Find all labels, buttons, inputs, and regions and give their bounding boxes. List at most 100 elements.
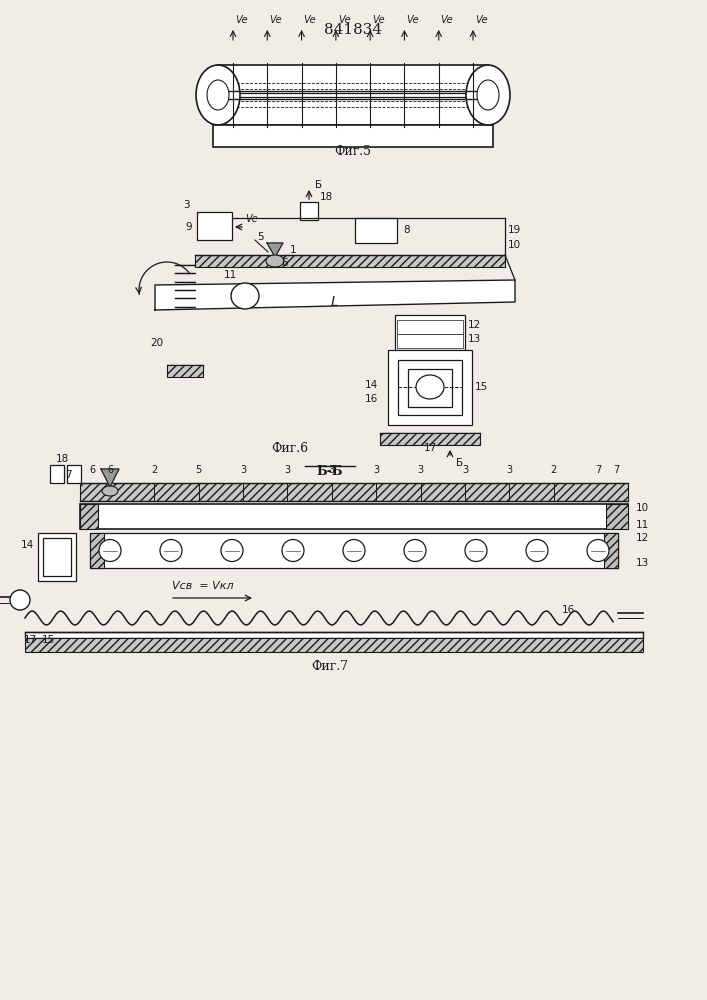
Ellipse shape: [282, 540, 304, 562]
Bar: [213, 125, 493, 147]
Text: 15: 15: [42, 635, 54, 645]
Text: 8: 8: [403, 225, 409, 235]
Text: 12: 12: [468, 320, 481, 330]
Ellipse shape: [587, 540, 609, 562]
Text: Б: Б: [456, 458, 463, 468]
Text: 14: 14: [365, 380, 378, 390]
Text: 5: 5: [257, 232, 264, 242]
Text: 9: 9: [185, 222, 192, 232]
Text: Б-Б: Б-Б: [317, 465, 344, 478]
Ellipse shape: [404, 540, 426, 562]
Ellipse shape: [477, 80, 499, 110]
Text: L: L: [331, 295, 339, 309]
Bar: [398, 360, 462, 415]
Bar: [80, 504, 98, 529]
Text: Vе: Vе: [372, 15, 385, 25]
Bar: [218, 65, 488, 125]
Text: 3: 3: [329, 465, 335, 475]
Text: 11: 11: [223, 270, 237, 280]
Text: Б: Б: [315, 180, 322, 190]
Bar: [67, 465, 81, 483]
Ellipse shape: [160, 540, 182, 562]
Ellipse shape: [343, 540, 365, 562]
Text: 7: 7: [64, 470, 71, 480]
Bar: [388, 350, 472, 425]
Text: 10: 10: [636, 503, 649, 513]
Ellipse shape: [10, 590, 30, 610]
Bar: [408, 369, 452, 407]
Ellipse shape: [99, 540, 121, 562]
Bar: [38, 533, 76, 581]
Text: 3: 3: [417, 465, 423, 475]
Text: 5: 5: [196, 465, 202, 475]
Text: Vе: Vе: [269, 15, 282, 25]
Text: 12: 12: [636, 533, 649, 543]
Text: 3: 3: [240, 465, 246, 475]
Bar: [380, 433, 480, 445]
Bar: [300, 202, 318, 220]
Text: 3: 3: [462, 465, 468, 475]
Bar: [395, 315, 465, 350]
Text: 17: 17: [423, 443, 437, 453]
Text: 16: 16: [561, 605, 575, 615]
Ellipse shape: [526, 540, 548, 562]
Text: 14: 14: [21, 540, 34, 550]
Ellipse shape: [231, 283, 259, 309]
Text: Фиг.5: Фиг.5: [334, 145, 371, 158]
Text: 2: 2: [551, 465, 556, 475]
Text: Vе: Vе: [338, 15, 351, 25]
Polygon shape: [267, 243, 283, 257]
Bar: [80, 483, 628, 501]
Text: 3: 3: [284, 465, 291, 475]
Bar: [397, 334, 463, 348]
Bar: [50, 465, 64, 483]
Text: 3: 3: [506, 465, 513, 475]
Text: 11: 11: [636, 520, 649, 530]
Bar: [606, 504, 628, 529]
Bar: [90, 533, 618, 568]
Text: 7: 7: [595, 465, 601, 475]
Bar: [90, 533, 104, 568]
Polygon shape: [101, 469, 119, 487]
Text: Фиг.6: Фиг.6: [271, 442, 308, 455]
Text: Vе: Vе: [235, 15, 247, 25]
Ellipse shape: [196, 65, 240, 125]
Bar: [195, 255, 505, 267]
Bar: [25, 638, 643, 652]
Text: 6: 6: [281, 258, 288, 268]
Text: 20: 20: [151, 338, 163, 348]
Text: Фиг.7: Фиг.7: [312, 660, 349, 673]
Bar: [197, 212, 232, 240]
Text: 2: 2: [151, 465, 158, 475]
Text: Vсв  = Vкл: Vсв = Vкл: [172, 581, 233, 591]
Text: 6: 6: [89, 465, 95, 475]
Ellipse shape: [266, 255, 284, 267]
Text: 13: 13: [636, 558, 649, 568]
Text: Vе: Vе: [440, 15, 453, 25]
Bar: [80, 504, 628, 529]
Ellipse shape: [102, 486, 118, 496]
Text: 3: 3: [373, 465, 379, 475]
Text: 13: 13: [468, 334, 481, 344]
Polygon shape: [155, 280, 515, 310]
Ellipse shape: [466, 65, 510, 125]
Text: Vе: Vе: [407, 15, 419, 25]
Bar: [397, 320, 463, 334]
Text: 6: 6: [107, 465, 113, 475]
Ellipse shape: [416, 375, 444, 399]
Text: 19: 19: [508, 225, 521, 235]
Text: Vе: Vе: [303, 15, 316, 25]
Ellipse shape: [221, 540, 243, 562]
Text: 1: 1: [290, 245, 296, 255]
Text: Vе: Vе: [245, 214, 257, 224]
Bar: [167, 365, 203, 377]
Text: 17: 17: [23, 635, 37, 645]
Ellipse shape: [465, 540, 487, 562]
Bar: [604, 533, 618, 568]
Text: 15: 15: [475, 382, 489, 392]
Text: 7: 7: [613, 465, 619, 475]
Text: 18: 18: [55, 454, 69, 464]
Bar: [355, 218, 397, 243]
Text: 18: 18: [320, 192, 333, 202]
Text: Vе: Vе: [475, 15, 488, 25]
